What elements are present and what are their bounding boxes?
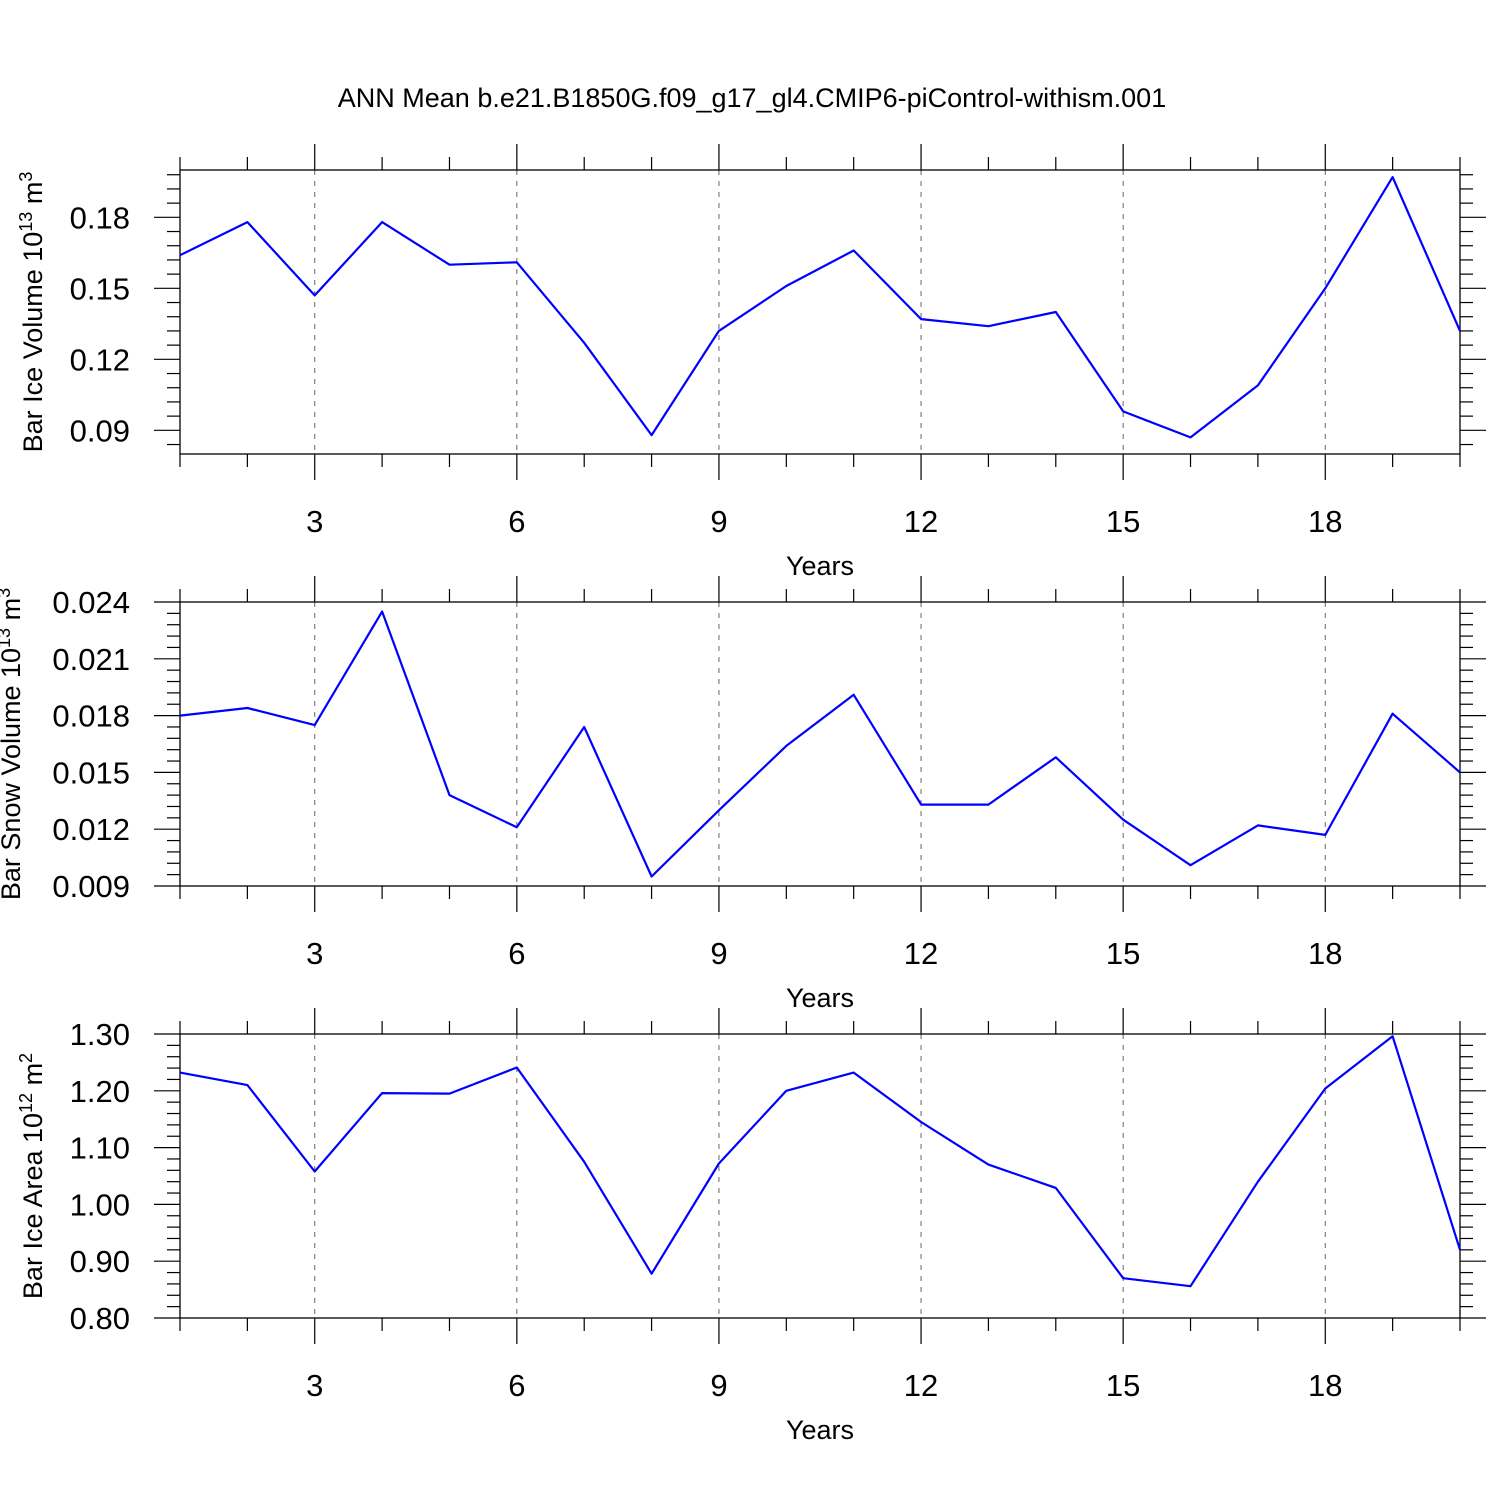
x-tick-label: 3 (306, 504, 323, 539)
y-tick-label: 1.30 (70, 1017, 130, 1052)
y-axis-label-unit-exp: 3 (0, 588, 14, 598)
x-tick-label: 12 (904, 936, 938, 971)
x-tick-label: 3 (306, 1368, 323, 1403)
y-tick-label: 0.012 (52, 812, 130, 847)
y-axis-label-main: Bar Ice Volume 10 (18, 232, 48, 453)
x-axis-label: Years (786, 983, 854, 1013)
y-tick-label: 0.018 (52, 699, 130, 734)
panel-1: 3 6 9 12 15 18 0.09 0.12 0.15 0.18 Years Bar Ice Vo… (16, 144, 1486, 581)
y-tick-label: 0.12 (70, 342, 130, 377)
x-tick-label: 18 (1308, 936, 1342, 971)
x-tick-label: 3 (306, 936, 323, 971)
y-tick-label: 0.18 (70, 200, 130, 235)
x-tick-label: 12 (904, 504, 938, 539)
y-tick-label: 0.80 (70, 1301, 130, 1336)
y-axis-label-exp: 12 (16, 1093, 36, 1113)
series-line (179, 1035, 1462, 1288)
y-tick-label: 1.20 (70, 1074, 130, 1109)
plot-frame (179, 1033, 1461, 1319)
y-axis-label-exp: 13 (16, 212, 36, 232)
chart-title: ANN Mean b.e21.B1850G.f09_g17_gl4.CMIP6-… (338, 83, 1166, 113)
y-axis-label-unit-exp: 2 (16, 1053, 36, 1063)
y-tick-label: 0.90 (70, 1244, 130, 1279)
x-tick-label: 15 (1106, 1368, 1140, 1403)
y-axis-label-unit: m (18, 1063, 48, 1093)
y-tick-label: 0.009 (52, 869, 130, 904)
y-tick-label: 0.015 (52, 755, 130, 790)
x-tick-label: 9 (710, 1368, 727, 1403)
series-line (179, 176, 1462, 439)
y-tick-label: 1.10 (70, 1131, 130, 1166)
x-axis-label: Years (786, 551, 854, 581)
y-axis-label-exp: 13 (0, 628, 14, 648)
y-axis-label: Bar Snow Volume 1013 m3 (0, 588, 26, 900)
panel-2: 3 6 9 12 15 18 0.009 0.012 0.015 0.018 0.021 0.024 Y… (0, 576, 1486, 1013)
y-axis-label: Bar Ice Area 1012 m2 (16, 1053, 48, 1299)
x-axis-label: Years (786, 1415, 854, 1445)
plot-frame (179, 601, 1461, 887)
x-tick-label: 9 (710, 504, 727, 539)
x-tick-label: 15 (1106, 504, 1140, 539)
y-tick-label: 0.09 (70, 413, 130, 448)
y-tick-label: 0.024 (52, 585, 130, 620)
y-axis-label-unit: m (18, 182, 48, 212)
x-tick-label: 6 (508, 936, 525, 971)
y-axis-label-unit-exp: 3 (16, 172, 36, 182)
x-tick-label: 6 (508, 504, 525, 539)
x-tick-label: 6 (508, 1368, 525, 1403)
panel-3: 3 6 9 12 15 18 0.80 0.90 1.00 1.10 1.20 1.30 Years Ba… (16, 1008, 1486, 1445)
x-tick-label: 18 (1308, 1368, 1342, 1403)
plot-frame (179, 169, 1461, 455)
y-tick-label: 1.00 (70, 1187, 130, 1222)
series-line (179, 610, 1461, 878)
x-tick-label: 18 (1308, 504, 1342, 539)
y-tick-label: 0.021 (52, 642, 130, 677)
y-tick-label: 0.15 (70, 271, 130, 306)
x-tick-label: 9 (710, 936, 727, 971)
x-tick-label: 15 (1106, 936, 1140, 971)
y-axis-label: Bar Ice Volume 1013 m3 (16, 172, 48, 453)
y-axis-label-main: Bar Snow Volume 10 (0, 648, 26, 900)
x-tick-label: 12 (904, 1368, 938, 1403)
y-axis-label-unit: m (0, 598, 26, 628)
y-axis-label-main: Bar Ice Area 10 (18, 1113, 48, 1299)
